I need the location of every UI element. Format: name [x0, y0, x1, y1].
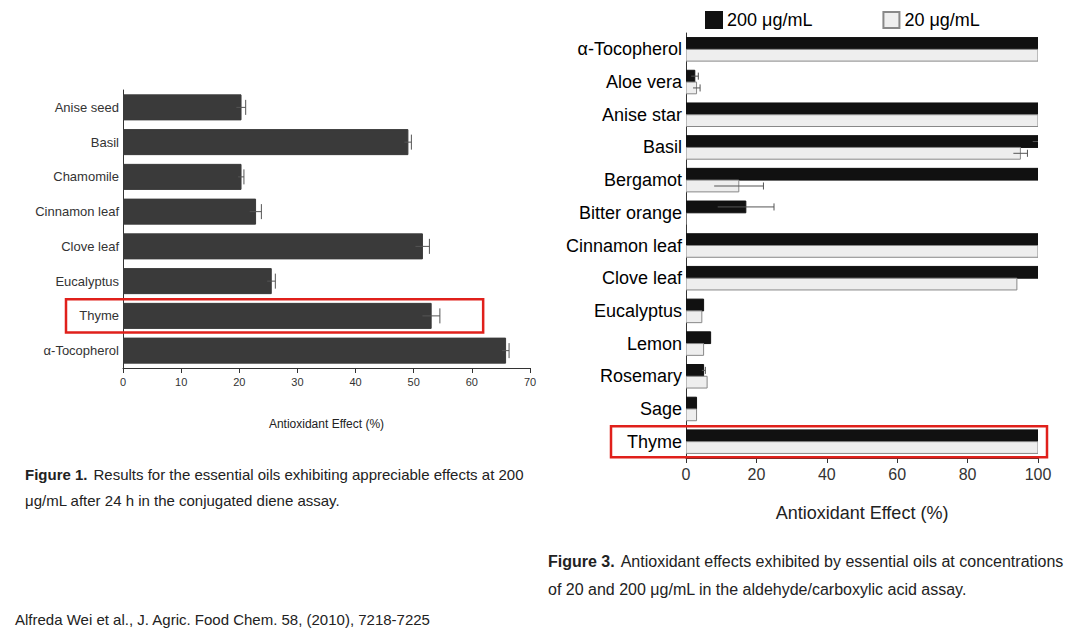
svg-text:Sage: Sage: [640, 399, 682, 419]
svg-text:60: 60: [466, 376, 478, 388]
svg-text:60: 60: [888, 466, 906, 483]
svg-text:80: 80: [959, 466, 977, 483]
svg-text:α-Tocopherol: α-Tocopherol: [578, 39, 682, 59]
svg-text:Thyme: Thyme: [627, 432, 682, 452]
svg-text:Eucalyptus: Eucalyptus: [55, 274, 119, 289]
svg-text:Clove leaf: Clove leaf: [602, 268, 683, 288]
svg-text:Aloe vera: Aloe vera: [606, 72, 683, 92]
svg-text:Antioxidant Effect (%): Antioxidant Effect (%): [269, 417, 384, 431]
svg-text:Chamomile: Chamomile: [53, 169, 119, 184]
svg-text:0: 0: [682, 466, 691, 483]
svg-text:Rosemary: Rosemary: [600, 366, 682, 386]
svg-text:Bitter orange: Bitter orange: [579, 203, 682, 223]
html-text:Alfreda Wei et al., J. Agric.: Alfreda Wei et al., J. Agric. Food Chem.…: [15, 611, 430, 628]
svg-text:30: 30: [291, 376, 303, 388]
svg-text:20 μg/mL: 20 μg/mL: [904, 10, 979, 30]
svg-text:Thyme: Thyme: [79, 308, 119, 323]
svg-text:Anise seed: Anise seed: [55, 100, 119, 115]
svg-text:Eucalyptus: Eucalyptus: [594, 301, 682, 321]
svg-text:Bergamot: Bergamot: [604, 170, 682, 190]
svg-text:20: 20: [233, 376, 245, 388]
svg-text:40: 40: [818, 466, 836, 483]
svg-text:α-Tocopherol: α-Tocopherol: [44, 343, 120, 358]
svg-text:100: 100: [1025, 466, 1052, 483]
svg-text:Lemon: Lemon: [627, 334, 682, 354]
svg-text:Anise star: Anise star: [602, 105, 682, 125]
svg-text:Basil: Basil: [643, 137, 682, 157]
html-text:Figure 1. Results for the esse: Figure 1. Results for the essential oils…: [25, 466, 524, 510]
svg-text:Clove leaf: Clove leaf: [61, 239, 119, 254]
svg-text:Cinnamon leaf: Cinnamon leaf: [35, 204, 119, 219]
svg-text:20: 20: [748, 466, 766, 483]
svg-text:Cinnamon leaf: Cinnamon leaf: [566, 236, 683, 256]
svg-text:200 μg/mL: 200 μg/mL: [727, 10, 812, 30]
html-text:Figure 3. Antioxidant effects: Figure 3. Antioxidant effects exhibited …: [548, 553, 1064, 598]
svg-text:40: 40: [349, 376, 361, 388]
svg-text:0: 0: [120, 376, 126, 388]
svg-text:50: 50: [408, 376, 420, 388]
svg-text:10: 10: [175, 376, 187, 388]
svg-text:Antioxidant Effect (%): Antioxidant Effect (%): [776, 503, 949, 523]
svg-text:Basil: Basil: [91, 135, 119, 150]
svg-text:70: 70: [524, 376, 536, 388]
